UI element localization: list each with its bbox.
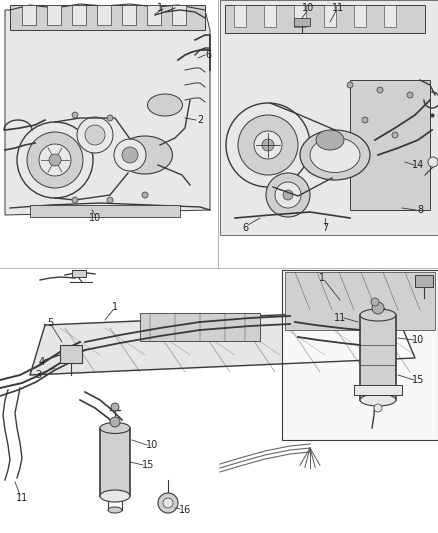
Circle shape: [283, 190, 293, 200]
Circle shape: [77, 117, 113, 153]
Circle shape: [371, 298, 379, 306]
Bar: [72, 270, 86, 277]
Bar: [10, 5, 205, 30]
Text: 15: 15: [142, 460, 154, 470]
Circle shape: [163, 498, 173, 508]
Circle shape: [238, 115, 298, 175]
Bar: [354, 5, 366, 27]
Circle shape: [262, 139, 274, 151]
Bar: [264, 5, 276, 27]
Text: 11: 11: [16, 493, 28, 503]
Ellipse shape: [108, 507, 122, 513]
Bar: [60, 345, 82, 363]
Circle shape: [275, 182, 301, 208]
Circle shape: [72, 197, 78, 203]
Bar: [360, 315, 396, 400]
Ellipse shape: [360, 394, 396, 406]
Circle shape: [107, 197, 113, 203]
Circle shape: [392, 132, 398, 138]
Text: 15: 15: [412, 375, 424, 385]
Text: 10: 10: [89, 213, 101, 223]
Bar: [294, 5, 306, 27]
Ellipse shape: [100, 423, 130, 433]
Text: 8: 8: [417, 205, 423, 215]
Circle shape: [111, 403, 119, 411]
Circle shape: [49, 154, 61, 166]
Text: 11: 11: [334, 313, 346, 323]
Bar: [22, 5, 36, 25]
Text: 4: 4: [39, 357, 45, 367]
Circle shape: [39, 144, 71, 176]
Text: 10: 10: [146, 440, 158, 450]
Ellipse shape: [100, 490, 130, 502]
Text: 2: 2: [197, 115, 203, 125]
Circle shape: [362, 117, 368, 123]
Circle shape: [158, 493, 178, 513]
Bar: [225, 5, 425, 33]
Text: 1: 1: [157, 3, 163, 13]
Circle shape: [407, 92, 413, 98]
Text: 6: 6: [242, 223, 248, 233]
Text: 3: 3: [35, 370, 41, 380]
Circle shape: [110, 417, 120, 427]
Polygon shape: [285, 272, 435, 330]
Polygon shape: [5, 10, 210, 215]
Circle shape: [114, 139, 146, 171]
Polygon shape: [30, 310, 415, 375]
Circle shape: [17, 122, 93, 198]
Bar: [100, 428, 130, 496]
Ellipse shape: [300, 130, 370, 180]
Bar: [350, 80, 430, 210]
Ellipse shape: [117, 136, 173, 174]
Bar: [30, 205, 180, 217]
Bar: [172, 5, 186, 25]
Bar: [72, 5, 86, 25]
Circle shape: [266, 173, 310, 217]
Text: 10: 10: [302, 3, 314, 13]
Bar: [415, 275, 433, 287]
Circle shape: [107, 115, 113, 121]
Text: 1: 1: [112, 302, 118, 312]
Circle shape: [428, 157, 438, 167]
Text: 6: 6: [205, 50, 211, 60]
Circle shape: [122, 147, 138, 163]
Bar: [147, 5, 161, 25]
Ellipse shape: [316, 130, 344, 150]
Bar: [324, 5, 336, 27]
Ellipse shape: [148, 94, 183, 116]
Text: 14: 14: [412, 160, 424, 170]
Bar: [47, 5, 61, 25]
Circle shape: [377, 87, 383, 93]
Text: 11: 11: [332, 3, 344, 13]
Ellipse shape: [360, 309, 396, 321]
Text: 5: 5: [47, 318, 53, 328]
Bar: [234, 5, 246, 27]
Circle shape: [72, 112, 78, 118]
Bar: [384, 5, 396, 27]
Text: 7: 7: [322, 223, 328, 233]
Circle shape: [142, 192, 148, 198]
Text: 16: 16: [179, 505, 191, 515]
Bar: [294, 18, 310, 26]
Circle shape: [374, 404, 382, 412]
Circle shape: [85, 125, 105, 145]
Bar: [282, 270, 438, 440]
Circle shape: [372, 302, 384, 314]
Circle shape: [27, 132, 83, 188]
Bar: [122, 5, 136, 25]
Bar: [97, 5, 111, 25]
Circle shape: [254, 131, 282, 159]
Circle shape: [347, 82, 353, 88]
Bar: [220, 0, 438, 235]
Bar: [354, 385, 402, 395]
Bar: [140, 313, 260, 341]
Ellipse shape: [310, 138, 360, 173]
Text: 1: 1: [319, 273, 325, 283]
Circle shape: [226, 103, 310, 187]
Text: 10: 10: [412, 335, 424, 345]
